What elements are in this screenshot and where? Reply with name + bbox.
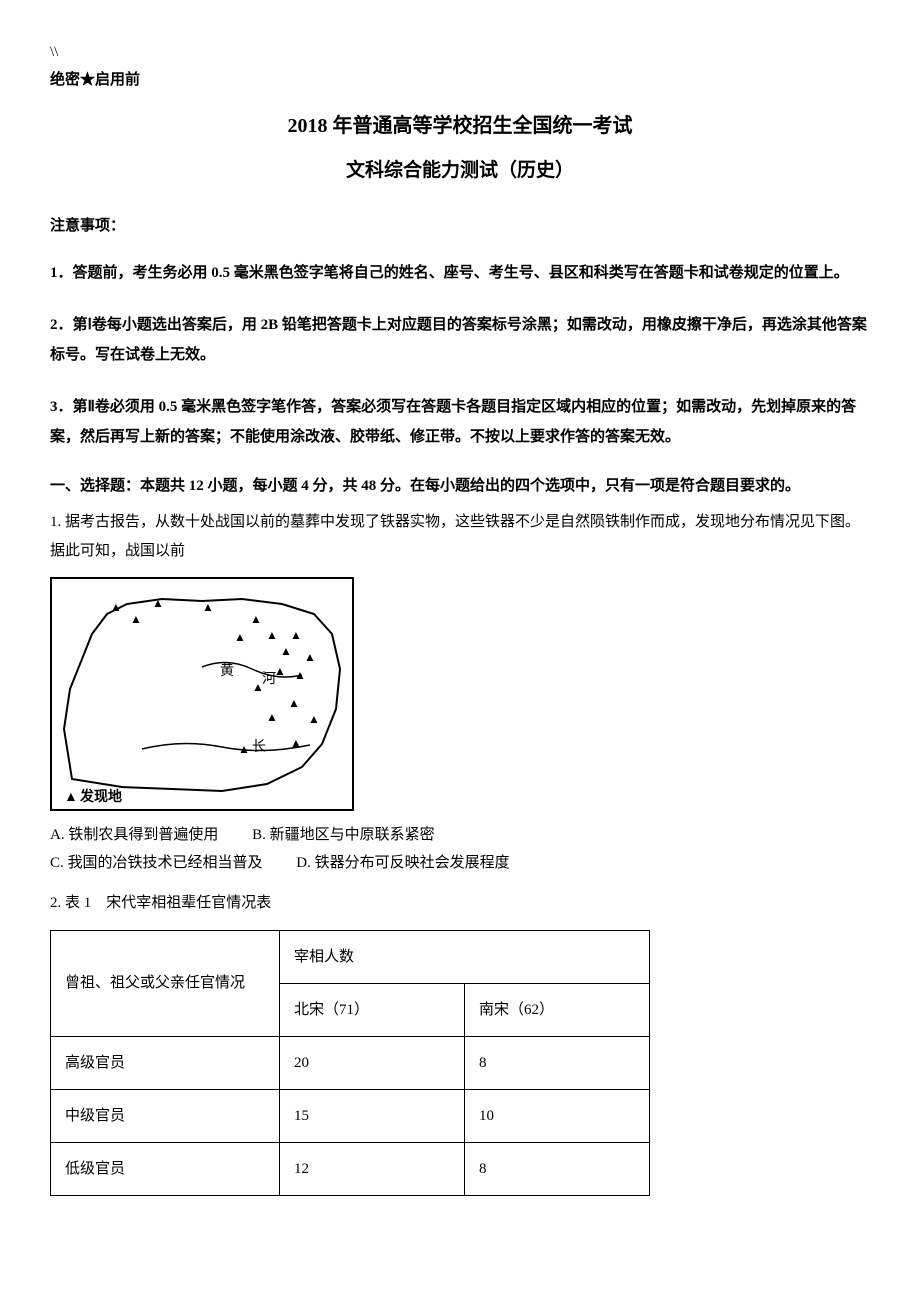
river-chang (142, 744, 310, 751)
table-col-0: 北宋（71） (280, 983, 465, 1036)
map-marker: ▲ (266, 710, 278, 724)
river-label-huang1: 黄 (220, 662, 234, 679)
map-marker: ▲ (152, 596, 164, 610)
notice-item-2: 2．第Ⅰ卷每小题选出答案后，用 2B 铅笔把答题卡上对应题目的答案标号涂黑；如需… (50, 310, 870, 370)
q1-stem: 1. 据考古报告，从数十处战国以前的墓葬中发现了铁器实物，这些铁器不少是自然陨铁… (50, 508, 870, 565)
table-row-1-label: 中级官员 (51, 1089, 280, 1142)
map-marker: ▲ (234, 630, 246, 644)
legend-marker-glyph: ▲ (64, 790, 78, 805)
map-marker: ▲ (130, 612, 142, 626)
map-marker: ▲ (304, 650, 316, 664)
table-row-1-v1: 10 (465, 1089, 650, 1142)
map-marker: ▲ (280, 644, 292, 658)
map-marker: ▲ (290, 736, 302, 750)
section-1-heading: 一、选择题：本题共 12 小题，每小题 4 分，共 48 分。在每小题给出的四个… (50, 474, 870, 498)
legend-label: 发现地 (79, 788, 122, 805)
notice-heading: 注意事项： (50, 214, 870, 238)
table-row-2-v0: 12 (280, 1142, 465, 1195)
exam-title-main: 2018 年普通高等学校招生全国统一考试 (50, 110, 870, 142)
q2-table: 曾祖、祖父或父亲任官情况 宰相人数 北宋（71） 南宋（62） 高级官员 20 … (50, 930, 650, 1196)
table-row-0-v1: 8 (465, 1036, 650, 1089)
notice-item-1: 1．答题前，考生务必用 0.5 毫米黑色签字笔将自己的姓名、座号、考生号、县区和… (50, 258, 870, 288)
q1-option-d: D. 铁器分布可反映社会发展程度 (296, 851, 509, 875)
table-row: 中级官员 15 10 (51, 1089, 650, 1142)
table-colgroup: 宰相人数 (280, 930, 650, 983)
q1-option-b: B. 新疆地区与中原联系紧密 (252, 823, 435, 847)
header-mark: \\ (50, 40, 870, 64)
map-marker: ▲ (290, 628, 302, 642)
table-rowhead: 曾祖、祖父或父亲任官情况 (51, 930, 280, 1036)
notice-item-3: 3．第Ⅱ卷必须用 0.5 毫米黑色签字笔作答，答案必须写在答题卡各题目指定区域内… (50, 392, 870, 452)
table-row: 高级官员 20 8 (51, 1036, 650, 1089)
table-row: 低级官员 12 8 (51, 1142, 650, 1195)
map-markers: ▲▲▲▲▲▲▲▲▲▲▲▲▲▲▲▲▲▲ (110, 596, 320, 756)
map-marker: ▲ (308, 712, 320, 726)
q1-option-a: A. 铁制农具得到普遍使用 (50, 823, 218, 847)
table-col-1: 南宋（62） (465, 983, 650, 1036)
q1-option-a-text: 铁制农具得到普遍使用 (68, 827, 218, 843)
map-marker: ▲ (238, 742, 250, 756)
map-marker: ▲ (274, 664, 286, 678)
exam-title-sub: 文科综合能力测试（历史） (50, 156, 870, 186)
map-marker: ▲ (110, 600, 122, 614)
river-huang (202, 663, 302, 678)
map-marker: ▲ (294, 668, 306, 682)
map-marker: ▲ (288, 696, 300, 710)
secret-label: 绝密★启用前 (50, 68, 870, 92)
table-row-2-label: 低级官员 (51, 1142, 280, 1195)
map-marker: ▲ (266, 628, 278, 642)
river-label-chang: 长 (252, 739, 266, 755)
q1-option-d-text: 铁器分布可反映社会发展程度 (315, 855, 510, 871)
map-svg: 黄 河 长 ▲▲▲▲▲▲▲▲▲▲▲▲▲▲▲▲▲▲ ▲ 发现地 (52, 579, 352, 809)
q2-caption: 2. 表 1 宋代宰相祖辈任官情况表 (50, 889, 870, 918)
map-marker: ▲ (252, 680, 264, 694)
q1-option-c-text: 我国的冶铁技术已经相当普及 (68, 855, 263, 871)
table-row-0-v0: 20 (280, 1036, 465, 1089)
q1-map: 黄 河 长 ▲▲▲▲▲▲▲▲▲▲▲▲▲▲▲▲▲▲ ▲ 发现地 (50, 577, 354, 811)
table-row: 曾祖、祖父或父亲任官情况 宰相人数 (51, 930, 650, 983)
q1-option-c: C. 我国的冶铁技术已经相当普及 (50, 851, 263, 875)
table-row-2-v1: 8 (465, 1142, 650, 1195)
q1-option-b-text: 新疆地区与中原联系紧密 (270, 827, 435, 843)
q1-options: A. 铁制农具得到普遍使用 B. 新疆地区与中原联系紧密 C. 我国的冶铁技术已… (50, 823, 870, 875)
map-marker: ▲ (250, 612, 262, 626)
table-row-0-label: 高级官员 (51, 1036, 280, 1089)
table-row-1-v0: 15 (280, 1089, 465, 1142)
map-marker: ▲ (202, 600, 214, 614)
